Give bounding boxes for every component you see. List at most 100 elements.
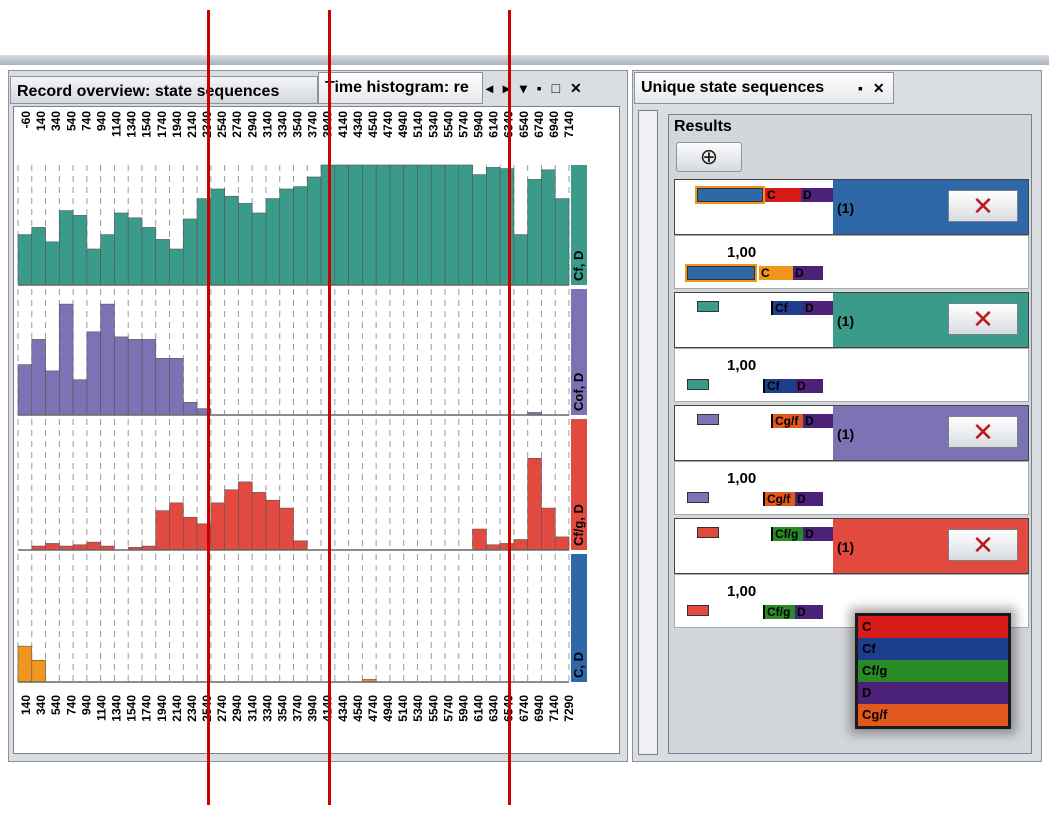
bottom-tick-label: 5340	[411, 695, 425, 722]
delete-sequence-button[interactable]: ✕	[948, 529, 1018, 561]
sequence-card-1: C D (1) ✕ 1,00 C D	[674, 179, 1029, 289]
histogram-bar	[430, 164, 446, 286]
sequence-header[interactable]: Cg/f D (1) ✕	[674, 405, 1029, 461]
tab-time-histogram[interactable]: Time histogram: re	[318, 72, 483, 104]
top-tick-label: 540	[64, 111, 78, 131]
histogram-bar	[541, 169, 556, 286]
top-tick-label: 4340	[351, 111, 365, 138]
series-label: Cof, D	[571, 373, 586, 411]
top-tick-label: 6140	[487, 111, 501, 138]
histogram-bar	[279, 188, 294, 286]
top-tick-label: 340	[49, 111, 63, 131]
bottom-tick-label: 2140	[170, 695, 184, 722]
state-chip-d: D	[803, 301, 833, 315]
histogram-bar	[86, 541, 101, 551]
sequence-card-3: Cg/f D (1) ✕ 1,00 Cg/f D	[674, 405, 1029, 515]
scroll-strip[interactable]	[638, 110, 658, 755]
series-label: Cf, D	[571, 251, 586, 281]
state-chip-d: D	[803, 527, 833, 541]
tab-controls-right[interactable]: ▪ ✕	[858, 80, 888, 96]
bottom-tick-label: 4740	[366, 695, 380, 722]
guide-line-3	[508, 10, 511, 805]
bottom-tick-label: 5540	[426, 695, 440, 722]
histogram-bar	[362, 164, 377, 286]
histogram-bar	[238, 203, 253, 286]
top-tick-label: 3940	[321, 111, 335, 138]
top-tick-label: 1740	[155, 111, 169, 138]
window-frame-top	[0, 55, 1049, 65]
legend-item-c[interactable]: C	[858, 616, 1008, 638]
histogram-bar	[72, 544, 88, 551]
top-tick-label: 6940	[547, 111, 561, 138]
histogram-bar	[183, 402, 198, 416]
series-label: C, D	[571, 652, 586, 678]
legend-item-cgf[interactable]: Cg/f	[858, 704, 1008, 726]
top-tick-label: -60	[19, 111, 33, 129]
sequence-header[interactable]: C D (1) ✕	[674, 179, 1029, 235]
histogram-bar	[17, 645, 33, 683]
bottom-tick-label: 540	[49, 695, 63, 715]
histogram-bar	[238, 481, 253, 551]
top-tick-label: 6740	[532, 111, 546, 138]
histogram-bar	[86, 331, 101, 416]
histogram-bar	[183, 516, 198, 551]
sequence-card-2: Cf D (1) ✕ 1,00 Cf D	[674, 292, 1029, 402]
histogram-bar	[127, 217, 143, 286]
add-sequence-button[interactable]: ⊕	[676, 142, 742, 172]
histogram-bar	[472, 174, 487, 286]
bottom-tick-label: 1140	[94, 695, 108, 721]
histogram-bar	[141, 339, 157, 416]
state-chip-c: C	[759, 266, 793, 280]
top-tick-label: 3740	[306, 111, 320, 138]
sequence-swatch	[697, 188, 763, 202]
guide-line-1	[207, 10, 210, 805]
legend-item-cf[interactable]: Cf	[858, 638, 1008, 660]
sequence-count: (1)	[837, 200, 855, 216]
bottom-tick-label: 5140	[396, 695, 410, 722]
delete-sequence-button[interactable]: ✕	[948, 303, 1018, 335]
state-chip-d: D	[795, 379, 823, 393]
sequence-detail: 1,00 C D	[674, 235, 1029, 289]
histogram-bar	[72, 215, 88, 286]
tab-controls[interactable]: ◂ ▸ ▾ ▪ □ ✕	[486, 80, 585, 96]
histogram-bar	[17, 234, 33, 286]
histogram-bar	[293, 186, 308, 286]
state-chip-d: D	[795, 605, 823, 619]
histogram-bar	[513, 234, 528, 286]
tab-record-overview[interactable]: Record overview: state sequences	[10, 76, 318, 104]
guide-line-2	[328, 10, 331, 805]
sequence-header[interactable]: Cf/g D (1) ✕	[674, 518, 1029, 574]
histogram-bar	[210, 188, 225, 286]
histogram-bar	[554, 198, 570, 286]
delete-sequence-button[interactable]: ✕	[948, 416, 1018, 448]
state-chip-cf: Cf	[763, 379, 795, 393]
histogram-bar	[183, 218, 198, 286]
histogram-bar	[155, 239, 170, 286]
histogram-bar	[169, 502, 184, 551]
histogram-bar	[513, 539, 528, 551]
bottom-tick-label: 4340	[336, 695, 350, 722]
histogram-bar	[45, 543, 60, 551]
histogram-bar	[458, 164, 473, 286]
tab-unique-state-sequences[interactable]: Unique state sequences	[634, 72, 894, 104]
sequence-swatch	[697, 527, 719, 538]
legend-item-d[interactable]: D	[858, 682, 1008, 704]
histogram-bar	[472, 528, 487, 551]
state-chip-cfg: Cf/g	[771, 527, 803, 541]
histogram-bar	[251, 492, 267, 551]
sequence-count: (1)	[837, 426, 855, 442]
top-tick-label: 5140	[411, 111, 425, 138]
histogram-bar	[59, 210, 74, 286]
bottom-tick-label: 7140	[547, 695, 561, 722]
legend-item-cfg[interactable]: Cf/g	[858, 660, 1008, 682]
top-tick-label: 1140	[110, 111, 124, 137]
top-tick-label: 2740	[230, 111, 244, 138]
histogram-bar	[444, 164, 460, 286]
histogram-bar	[169, 248, 184, 286]
delete-sequence-button[interactable]: ✕	[948, 190, 1018, 222]
sequence-header[interactable]: Cf D (1) ✕	[674, 292, 1029, 348]
bottom-tick-label: 340	[34, 695, 48, 715]
state-chip-d: D	[793, 266, 823, 280]
top-tick-label: 4540	[366, 111, 380, 138]
sequence-count: (1)	[837, 539, 855, 555]
